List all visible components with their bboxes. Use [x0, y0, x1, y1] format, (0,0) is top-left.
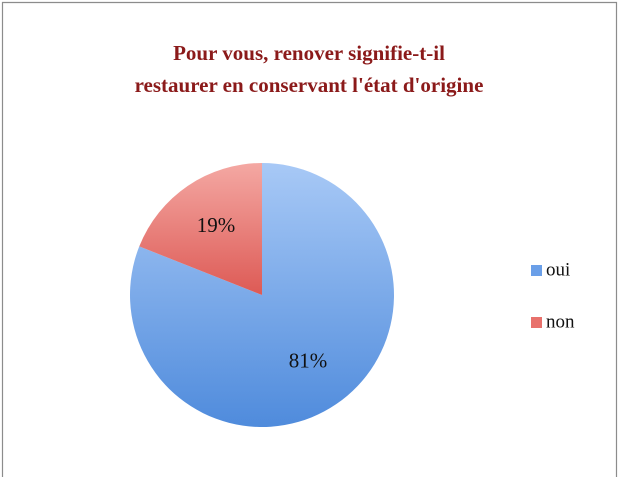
legend-swatch	[531, 317, 542, 328]
pie-slice	[139, 163, 262, 295]
chart-title: restaurer en conservant l'état d'origine	[135, 73, 484, 97]
data-label: 81%	[289, 349, 328, 373]
legend-swatch	[531, 265, 542, 276]
data-label: 19%	[197, 213, 236, 237]
chart-title: Pour vous, renover signifie-t-il	[173, 41, 445, 65]
legend-label: oui	[546, 259, 570, 280]
legend-label: non	[546, 311, 575, 332]
pie-slice	[130, 163, 395, 427]
